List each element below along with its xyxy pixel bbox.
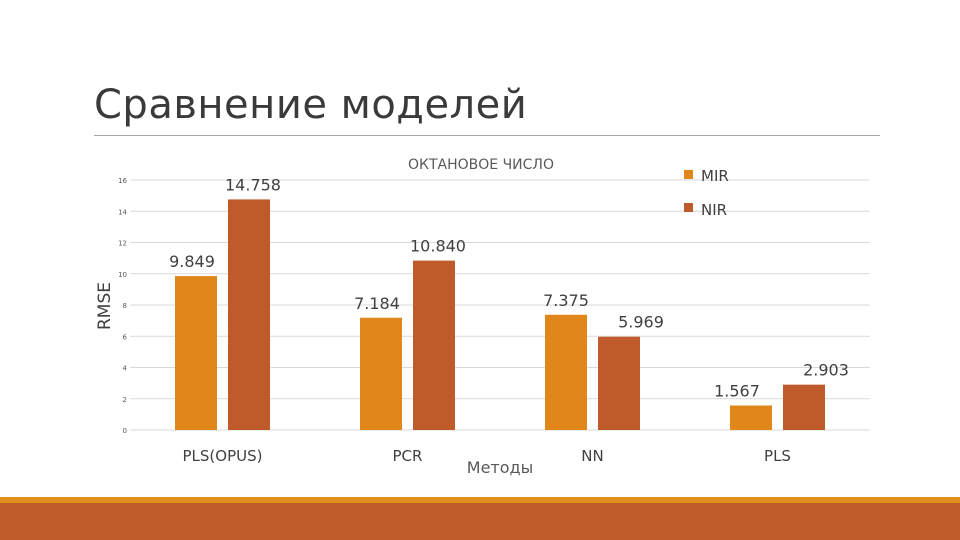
legend-label-mir: MIR [701, 167, 729, 185]
bars [175, 199, 825, 430]
y-tick-label: 0 [123, 427, 127, 435]
y-tick-label: 10 [118, 271, 127, 279]
category-label: PLS(OPUS) [183, 447, 263, 465]
data-label-nir: 10.840 [410, 237, 466, 256]
bar-nir [228, 199, 270, 430]
chart-title: ОКТАНОВОЕ ЧИСЛО [408, 157, 554, 173]
bar-mir [360, 317, 402, 430]
y-tick-label: 2 [123, 396, 127, 404]
data-labels: 9.849 14.758 7.184 10.840 7.375 5.969 1.567 2.9… [169, 175, 849, 400]
bar-mir [545, 314, 587, 430]
y-tick-label: 12 [118, 240, 127, 248]
data-label-mir: 1.567 [714, 382, 760, 401]
category-label: PCR [393, 447, 423, 465]
data-label-mir: 9.849 [169, 252, 215, 271]
data-label-mir: 7.184 [354, 294, 400, 313]
data-label-nir: 14.758 [225, 175, 281, 194]
data-label-nir: 5.969 [618, 313, 664, 332]
y-tick-label: 6 [123, 333, 128, 341]
y-axis-title: RMSE [95, 282, 115, 330]
title-divider [94, 135, 880, 136]
category-labels: PLS(OPUS) PCR NN PLS [183, 447, 791, 465]
bar-nir [413, 260, 455, 430]
data-label-nir: 2.903 [803, 361, 849, 380]
bar-nir [598, 336, 640, 430]
footer-band [0, 503, 960, 540]
data-label-mir: 7.375 [543, 291, 589, 310]
x-axis-title: Методы [467, 458, 533, 477]
legend-swatch-nir [684, 203, 693, 212]
bar-mir [175, 276, 217, 430]
category-label: PLS [764, 447, 791, 465]
bar-mir [730, 405, 772, 430]
footer-accent-stripe [0, 497, 960, 503]
legend: MIR NIR [684, 167, 729, 219]
legend-swatch-mir [684, 170, 693, 179]
y-tick-label: 16 [118, 177, 127, 185]
bar-nir [783, 384, 825, 430]
legend-label-nir: NIR [701, 201, 727, 219]
y-tick-label: 14 [118, 208, 127, 216]
y-tick-label: 4 [123, 365, 128, 373]
category-label: NN [581, 447, 603, 465]
y-axis-ticks: 0 2 4 6 8 10 12 14 16 [118, 177, 127, 435]
y-tick-label: 8 [123, 302, 127, 310]
slide-title: Сравнение моделей [94, 82, 528, 128]
